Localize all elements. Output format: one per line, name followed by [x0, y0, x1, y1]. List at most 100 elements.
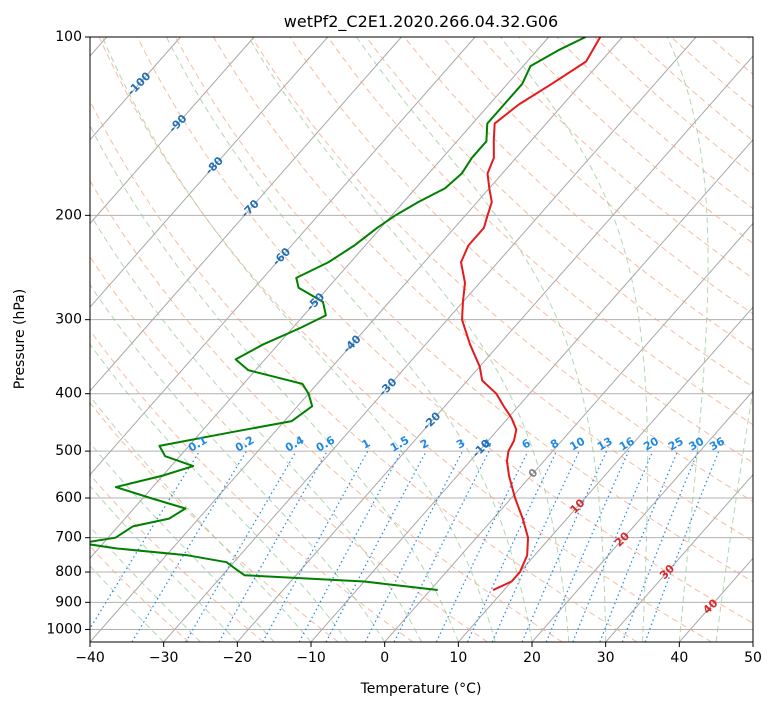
mixing-ratio-label: 2 — [418, 437, 431, 452]
moist-adiabat — [666, 37, 709, 642]
mixing-ratio-line — [218, 450, 328, 642]
moist-adiabat — [90, 283, 386, 642]
mixing-ratio-line — [466, 450, 558, 642]
x-tick-label: 40 — [670, 650, 688, 666]
x-tick-label: −10 — [296, 650, 326, 666]
isotherm-label: -90 — [166, 112, 189, 135]
mixing-ratio-line — [572, 450, 654, 642]
dry-adiabat — [747, 37, 753, 43]
isotherm-label: -20 — [420, 409, 443, 432]
x-tick-label: 20 — [523, 650, 541, 666]
mixing-ratio-line — [131, 450, 247, 642]
dry-adiabat — [632, 37, 753, 142]
dry-adiabat — [136, 37, 753, 624]
mixing-ratio-label: 1 — [359, 437, 372, 452]
isotherm-label: -30 — [376, 375, 399, 398]
isotherm-line — [90, 37, 550, 560]
isotherm-line — [531, 390, 753, 642]
y-tick-label: 100 — [55, 29, 82, 45]
mixing-ratio-line — [599, 450, 679, 642]
x-tick-label: −40 — [75, 650, 105, 666]
y-axis-label: Pressure (hPa) — [12, 289, 28, 389]
moist-adiabat — [500, 37, 649, 642]
dry-adiabat — [90, 329, 414, 642]
dry-adiabat — [251, 37, 753, 503]
chart-title: wetPf2_C2E1.2020.266.04.32.G06 — [284, 12, 558, 32]
isotherm-line — [236, 55, 753, 642]
x-tick-label: 30 — [597, 650, 615, 666]
moist-adiabat — [90, 124, 459, 642]
isotherm-line — [90, 37, 402, 392]
x-tick-label: 0 — [380, 650, 389, 666]
moist-adiabat — [90, 485, 238, 642]
plot-area — [90, 37, 753, 642]
isotherm-line — [90, 37, 623, 642]
y-tick-label: 200 — [55, 207, 82, 223]
mixing-ratio-line — [262, 450, 369, 642]
x-tick-label: −30 — [149, 650, 179, 666]
isotherm-line — [90, 37, 476, 476]
dry-adiabat — [709, 37, 753, 75]
moist-adiabat — [90, 213, 422, 642]
isotherm-label: -70 — [239, 197, 262, 220]
mixing-ratio-line — [393, 450, 490, 642]
isotherm-label: -100 — [125, 69, 154, 98]
moist-adiabat — [90, 442, 275, 642]
dry-adiabat — [213, 37, 753, 542]
isotherm-line — [90, 37, 329, 308]
isotherm-label: -80 — [203, 154, 226, 177]
isotherm-line — [384, 222, 753, 642]
y-tick-label: 800 — [55, 564, 82, 580]
y-tick-label: 600 — [55, 490, 82, 506]
dewpoint-profile — [90, 37, 587, 592]
mixing-ratio-line — [644, 450, 720, 642]
moist-adiabat — [715, 386, 753, 642]
isotherm-line — [457, 306, 753, 642]
dry-adiabat — [480, 37, 753, 280]
mixing-ratio-line — [621, 450, 699, 642]
moist-adiabat — [165, 37, 533, 642]
y-tick-label: 700 — [55, 530, 82, 546]
y-tick-label: 900 — [55, 594, 82, 610]
mixing-ratio-label: 3 — [454, 437, 467, 452]
dry-adiabat — [90, 545, 190, 642]
isotherm-label: 10 — [568, 496, 588, 516]
dry-adiabat — [365, 37, 753, 388]
isotherm-line — [752, 641, 753, 642]
isotherm-label: 30 — [657, 562, 677, 582]
dry-adiabat — [403, 37, 753, 351]
dry-adiabat — [670, 37, 753, 108]
mixing-ratio-line — [90, 450, 201, 630]
isotherm-line — [163, 37, 697, 642]
moist-adiabat — [90, 343, 349, 642]
isotherm-label: 20 — [612, 529, 632, 549]
isotherm-label: -40 — [340, 332, 363, 355]
isotherm-line — [678, 557, 753, 642]
mixing-ratio-line — [185, 450, 297, 642]
y-tick-label: 500 — [55, 443, 82, 459]
mixing-ratio-line — [435, 450, 529, 642]
moist-adiabat — [101, 37, 496, 642]
moist-adiabat — [356, 37, 607, 642]
dry-adiabat — [90, 99, 638, 642]
x-tick-label: 50 — [744, 650, 762, 666]
dry-adiabat — [90, 179, 563, 642]
dry-adiabat — [518, 37, 753, 244]
dry-adiabat — [327, 37, 753, 426]
isotherm-label: -60 — [270, 245, 293, 268]
x-tick-label: 10 — [449, 650, 467, 666]
dry-adiabat — [98, 37, 712, 642]
isotherm-line — [90, 37, 181, 141]
isotherm-line — [90, 37, 255, 225]
mixing-ratio-line — [298, 450, 403, 642]
line-labels: 0.1 0.2 0.4 0.6 1 1.5 2 3 4 6 8 10 13 16 20 25 30 36-100-… — [125, 69, 728, 616]
y-tick-label: 300 — [55, 312, 82, 328]
moist-adiabat — [248, 37, 570, 642]
x-tick-label: −20 — [223, 650, 253, 666]
mixing-ratio-line — [325, 450, 427, 642]
dry-adiabat — [90, 473, 264, 642]
x-axis-label: Temperature (°C) — [360, 681, 482, 697]
y-tick-label: 400 — [55, 386, 82, 402]
isotherm-line — [605, 473, 753, 642]
